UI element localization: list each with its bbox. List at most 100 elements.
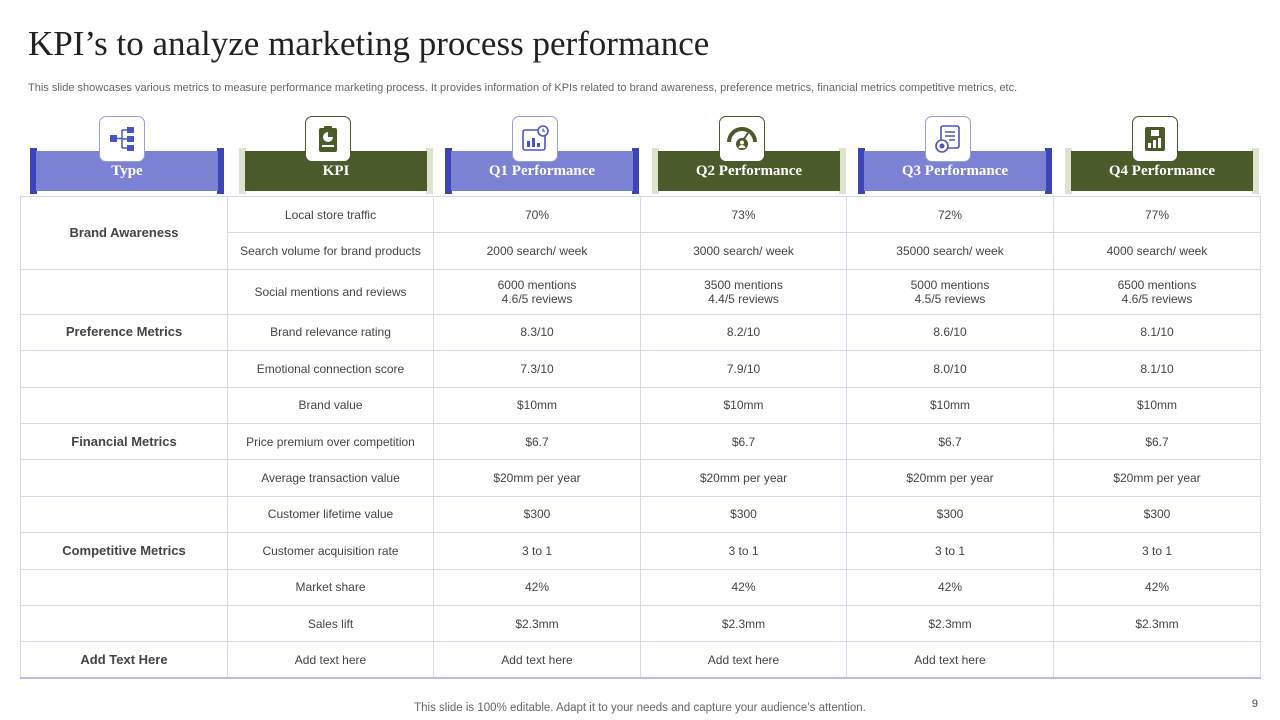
value-cell: $10mm: [846, 386, 1054, 424]
value-cell: $2.3mm: [433, 604, 641, 643]
kpi-cell: Social mentions and reviews: [227, 268, 434, 315]
kpi-cell: Sales lift: [227, 604, 434, 643]
value-cell: $10mm: [640, 386, 847, 424]
value-cell: 42%: [1053, 568, 1261, 606]
kpi-cell: Brand value: [227, 386, 434, 424]
kpi-cell: Add text here: [227, 641, 434, 679]
document-coin-icon: [925, 116, 971, 162]
value-line: 3500 mentions: [704, 277, 783, 292]
value-cell: 7.9/10: [640, 350, 847, 388]
value-cell: $6.7: [1053, 422, 1261, 461]
kpi-cell: Market share: [227, 568, 434, 606]
kpi-cell: Local store traffic: [227, 195, 434, 234]
value-cell: 8.6/10: [846, 313, 1054, 352]
type-cell-brand: Brand Awareness: [20, 196, 228, 270]
money-growth-icon: [1132, 116, 1178, 162]
value-line: 6500 mentions: [1117, 277, 1197, 292]
type-cell-empty: [20, 386, 228, 424]
hierarchy-icon: [99, 116, 145, 162]
header-q2: Q2 Performance: [652, 148, 846, 194]
type-cell-empty: [20, 268, 228, 315]
value-cell: 8.3/10: [433, 313, 641, 352]
table-row: Social mentions and reviews 6000 mention…: [20, 268, 1261, 315]
table-row: Competitive Metrics Customer acquisition…: [20, 532, 1261, 570]
type-cell-add: Add Text Here: [20, 641, 228, 679]
kpi-table: Brand Awareness Local store traffic 70% …: [20, 195, 1261, 680]
value-cell: 2000 search/ week: [433, 232, 641, 270]
value-cell: Add text here: [846, 641, 1054, 679]
value-cell: $300: [640, 495, 847, 534]
type-cell-empty: [20, 568, 228, 606]
table-row: Preference Metrics Brand relevance ratin…: [20, 313, 1261, 352]
value-cell: Add text here: [433, 641, 641, 679]
value-line: 6000 mentions: [497, 277, 577, 292]
table-row: Sales lift $2.3mm $2.3mm $2.3mm $2.3mm: [20, 604, 1261, 643]
value-cell: 6500 mentions 4.6/5 reviews: [1053, 268, 1261, 315]
value-cell: 35000 search/ week: [846, 232, 1054, 270]
header-kpi: KPI: [239, 148, 433, 194]
value-line: 4.5/5 reviews: [914, 291, 986, 306]
kpi-cell: Customer lifetime value: [227, 495, 434, 534]
value-cell: $2.3mm: [1053, 604, 1261, 643]
type-cell-competitive: Competitive Metrics: [20, 532, 228, 570]
value-cell: 72%: [846, 195, 1054, 234]
slide-subtitle: This slide showcases various metrics to …: [28, 82, 1018, 94]
value-cell: 70%: [433, 195, 641, 234]
value-cell: $2.3mm: [846, 604, 1054, 643]
value-cell: $300: [433, 495, 641, 534]
slide-footer: This slide is 100% editable. Adapt it to…: [414, 702, 866, 714]
kpi-cell: Average transaction value: [227, 459, 434, 497]
slide-title: KPI’s to analyze marketing process perfo…: [28, 24, 710, 63]
value-line: 4.6/5 reviews: [501, 291, 573, 306]
value-cell: $300: [1053, 495, 1261, 534]
value-cell: 42%: [640, 568, 847, 606]
table-row: Search volume for brand products 2000 se…: [21, 232, 1261, 270]
kpi-cell: Search volume for brand products: [227, 232, 434, 270]
table-row: Brand value $10mm $10mm $10mm $10mm: [20, 386, 1261, 424]
value-line: 4.6/5 reviews: [1121, 291, 1193, 306]
value-cell: $20mm per year: [1053, 459, 1261, 497]
table-row: Customer lifetime value $300 $300 $300 $…: [20, 495, 1261, 534]
value-cell: $20mm per year: [433, 459, 641, 497]
value-cell: 5000 mentions 4.5/5 reviews: [846, 268, 1054, 315]
value-cell: 8.2/10: [640, 313, 847, 352]
type-cell-empty: [20, 459, 228, 497]
value-cell: 8.1/10: [1053, 350, 1261, 388]
value-cell: 3 to 1: [1053, 532, 1261, 570]
report-clock-icon: [512, 116, 558, 162]
type-cell-empty: [20, 495, 228, 534]
type-cell-empty: [20, 604, 228, 643]
value-cell: $10mm: [1053, 386, 1261, 424]
value-cell: $6.7: [433, 422, 641, 461]
kpi-cell: Emotional connection score: [227, 350, 434, 388]
value-cell: $300: [846, 495, 1054, 534]
value-cell: 8.1/10: [1053, 313, 1261, 352]
kpi-cell: Price premium over competition: [227, 422, 434, 461]
value-cell: 7.3/10: [433, 350, 641, 388]
kpi-cell: Brand relevance rating: [227, 313, 434, 352]
value-cell: 8.0/10: [846, 350, 1054, 388]
value-cell: 42%: [846, 568, 1054, 606]
value-cell: [1053, 641, 1261, 679]
value-line: 4.4/5 reviews: [708, 291, 779, 306]
clipboard-chart-icon: [305, 116, 351, 162]
type-cell-empty: [20, 350, 228, 388]
value-line: 5000 mentions: [910, 277, 990, 292]
value-cell: 42%: [433, 568, 641, 606]
table-row: Market share 42% 42% 42% 42%: [20, 568, 1261, 606]
value-cell: 4000 search/ week: [1053, 232, 1261, 270]
value-cell: 73%: [640, 195, 847, 234]
value-cell: 6000 mentions 4.6/5 reviews: [433, 268, 641, 315]
value-cell: 3 to 1: [846, 532, 1054, 570]
table-row: Financial Metrics Price premium over com…: [20, 422, 1261, 461]
table-row: Emotional connection score 7.3/10 7.9/10…: [20, 350, 1261, 388]
value-cell: $6.7: [846, 422, 1054, 461]
value-cell: $6.7: [640, 422, 847, 461]
value-cell: Add text here: [640, 641, 847, 679]
value-cell: 3 to 1: [640, 532, 847, 570]
table-row: Add Text Here Add text here Add text her…: [20, 641, 1261, 679]
kpi-cell: Customer acquisition rate: [227, 532, 434, 570]
value-cell: $2.3mm: [640, 604, 847, 643]
value-cell: $10mm: [433, 386, 641, 424]
value-cell: 3500 mentions 4.4/5 reviews: [640, 268, 847, 315]
